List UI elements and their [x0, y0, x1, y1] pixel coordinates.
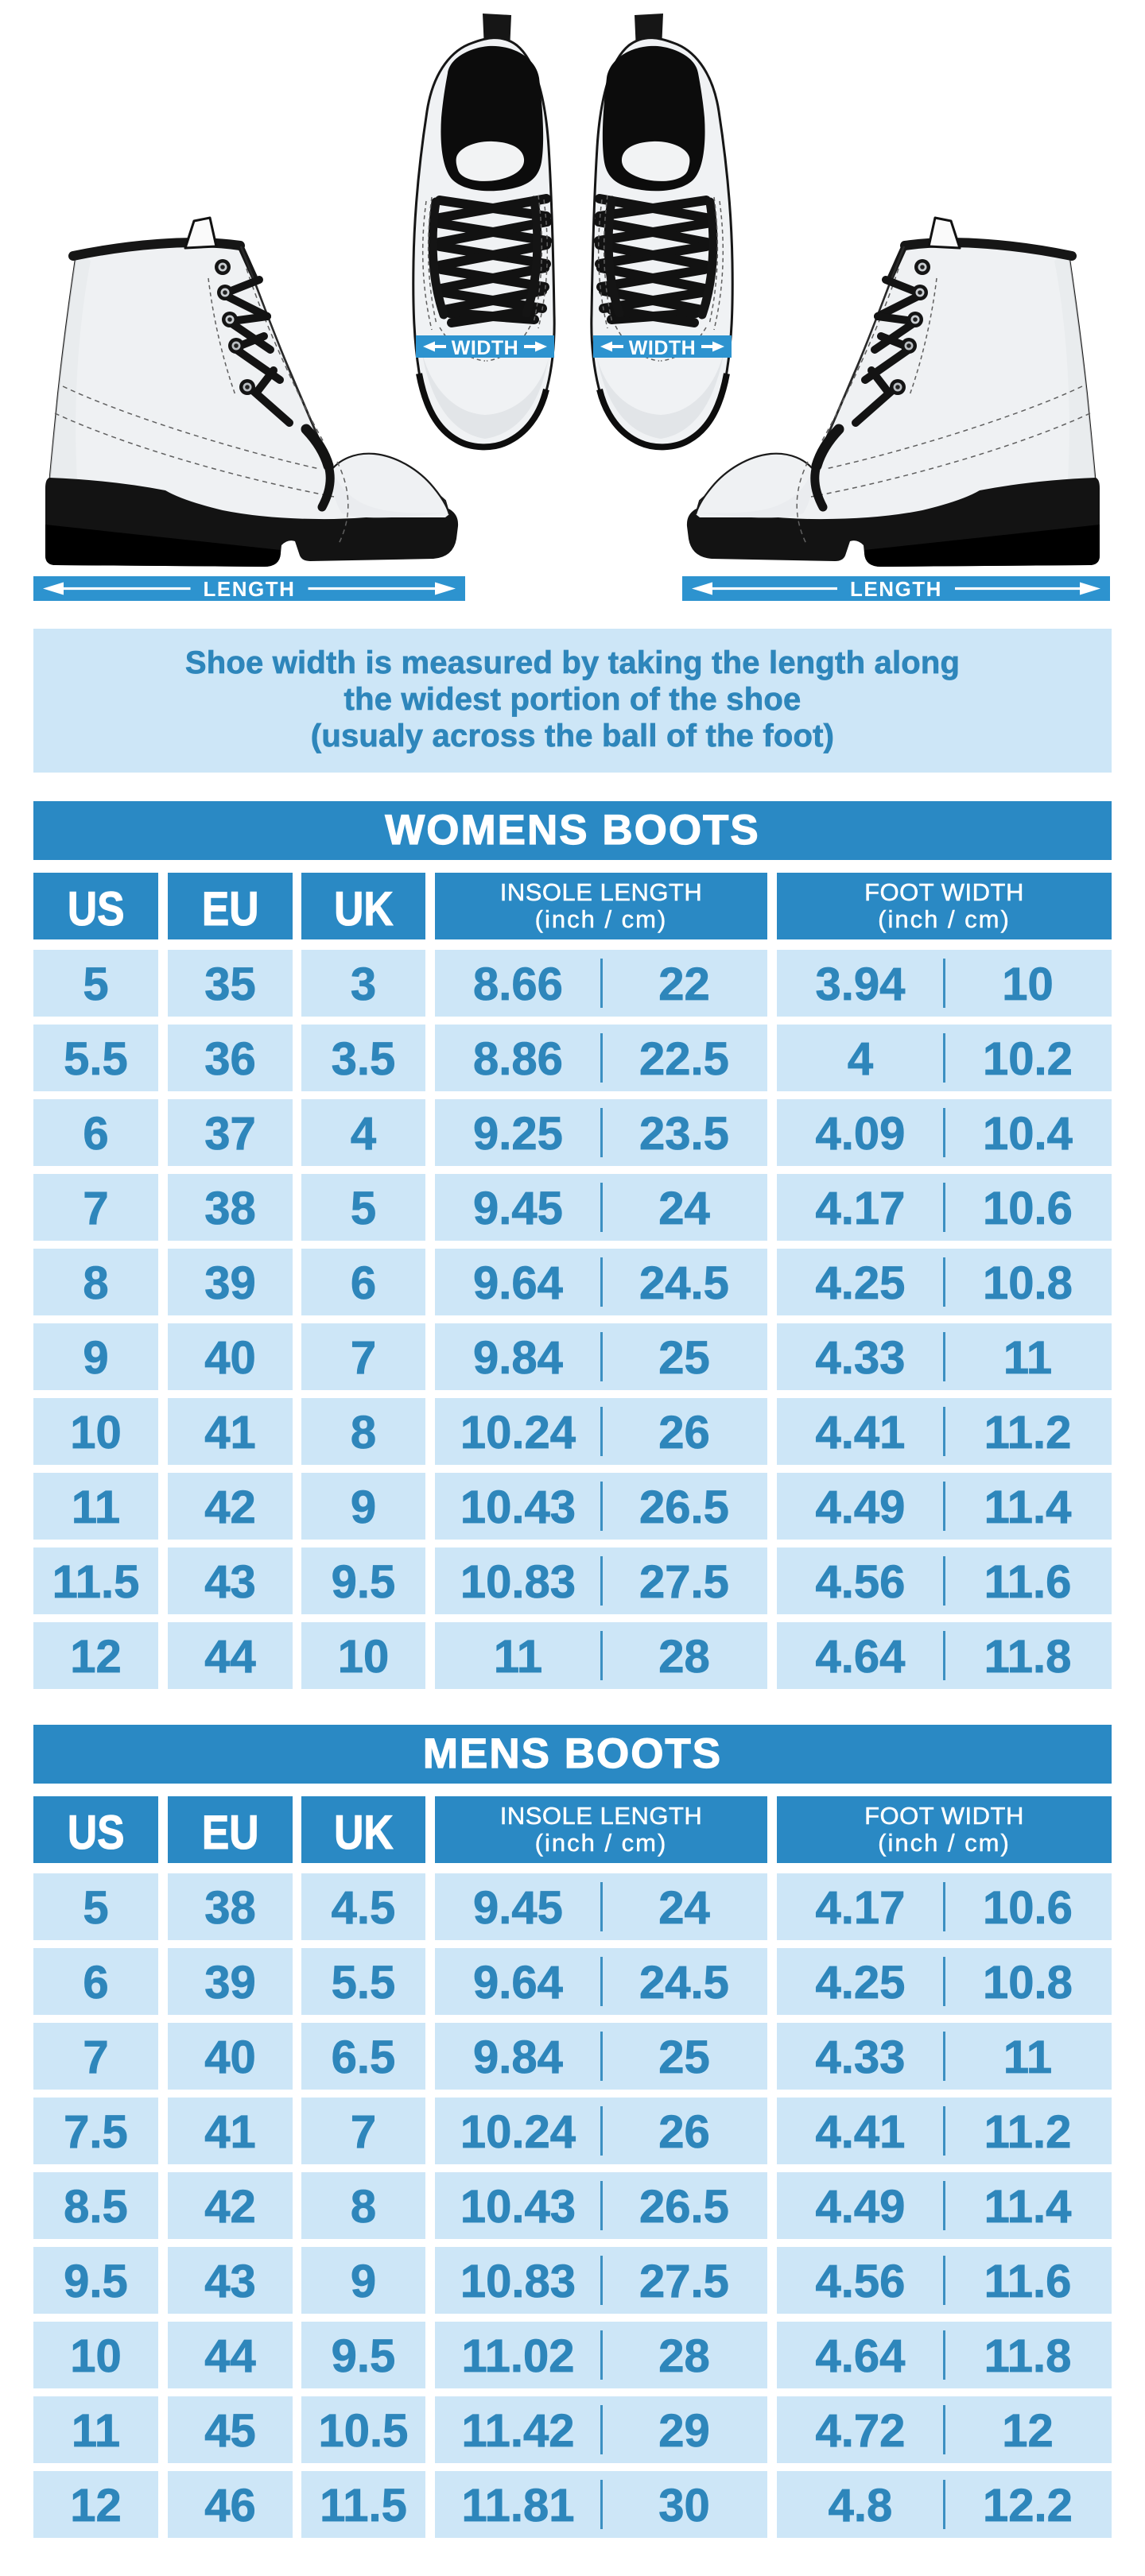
svg-text:WIDTH: WIDTH [452, 337, 518, 359]
svg-text:LENGTH: LENGTH [850, 577, 942, 601]
svg-text:WIDTH: WIDTH [629, 337, 696, 359]
svg-text:LENGTH: LENGTH [204, 577, 296, 601]
